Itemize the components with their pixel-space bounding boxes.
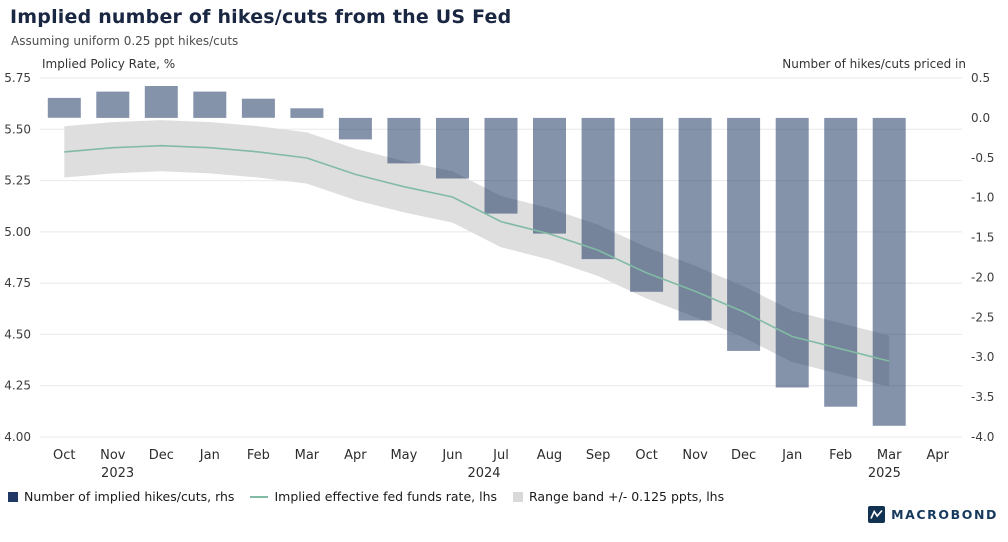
month-label: Mar: [877, 448, 902, 463]
legend-item-line: Implied effective fed funds rate, lhs: [250, 489, 497, 504]
hikes-cuts-bar: [96, 91, 130, 118]
left-tick-label: 5.00: [4, 225, 31, 239]
hikes-cuts-bar: [727, 117, 761, 351]
month-label: Dec: [731, 448, 756, 463]
hikes-cuts-bar: [484, 117, 518, 214]
right-tick-label: 0.5: [971, 71, 990, 85]
legend-swatch-bar: [8, 491, 18, 502]
hikes-cuts-bar: [47, 97, 81, 118]
month-label: Jan: [199, 448, 220, 463]
hikes-cuts-bar: [630, 117, 664, 292]
hikes-cuts-bar: [290, 108, 324, 118]
month-label: Apr: [926, 448, 949, 463]
left-tick-label: 4.50: [4, 327, 31, 341]
hikes-cuts-bar: [387, 117, 421, 164]
legend-label: Range band +/- 0.125 ppts, lhs: [529, 489, 725, 504]
month-label: Jul: [492, 448, 509, 463]
legend-label: Implied effective fed funds rate, lhs: [274, 489, 498, 504]
hikes-cuts-bar: [193, 91, 227, 118]
axis-titles-row: Implied Policy Rate, % Number of hikes/c…: [0, 57, 1008, 71]
left-tick-label: 5.50: [4, 122, 31, 136]
macrobond-logo-text: MACROBOND: [891, 507, 998, 522]
right-tick-label: -1.0: [971, 191, 994, 205]
right-tick-label: -1.5: [971, 231, 994, 245]
left-tick-label: 5.25: [4, 174, 31, 188]
month-label: Feb: [829, 448, 852, 463]
legend-swatch-band: [513, 491, 524, 502]
range-band: [64, 120, 890, 387]
left-tick-label: 4.75: [4, 276, 31, 290]
hikes-cuts-bar: [872, 117, 906, 426]
month-label: Feb: [247, 448, 270, 463]
month-label: Sep: [586, 448, 611, 463]
month-label: Jan: [781, 448, 802, 463]
left-tick-label: 4.25: [4, 379, 31, 393]
month-label: Nov: [100, 448, 126, 463]
month-label: Oct: [635, 448, 657, 463]
right-axis-title: Number of hikes/cuts priced in: [782, 57, 966, 71]
legend-item-band: Range band +/- 0.125 ppts, lhs: [513, 489, 724, 504]
legend-swatch-line: [250, 495, 269, 498]
year-label: 2025: [868, 466, 901, 481]
hikes-cuts-bar: [775, 117, 809, 388]
right-tick-label: -2.0: [971, 270, 994, 284]
chart-subtitle: Assuming uniform 0.25 ppt hikes/cuts: [11, 34, 239, 48]
left-axis-title: Implied Policy Rate, %: [42, 57, 176, 71]
year-label: 2024: [467, 466, 500, 481]
right-tick-label: 0.0: [971, 111, 990, 125]
month-label: Jun: [441, 448, 462, 463]
left-tick-label: 5.75: [4, 71, 31, 85]
hikes-cuts-bar: [338, 117, 372, 140]
chart-plot: 5.75 5.50 5.25 5.00 4.75 4.50 4.25 4.00 0.5 0.0 -0…: [4, 71, 994, 481]
legend-item-bar: Number of implied hikes/cuts, rhs: [8, 489, 234, 504]
legend: Number of implied hikes/cuts, rhs Implied…: [8, 489, 724, 504]
left-tick-label: 4.00: [4, 430, 31, 444]
legend-label: Number of implied hikes/cuts, rhs: [24, 489, 235, 504]
month-label: Mar: [295, 448, 320, 463]
month-label: May: [390, 448, 417, 463]
month-label: Oct: [53, 448, 75, 463]
macrobond-logo-icon: [868, 506, 886, 523]
hikes-cuts-bar: [436, 117, 469, 179]
hikes-cuts-bar: [581, 117, 615, 260]
hikes-cuts-bar: [678, 117, 712, 321]
month-label: Nov: [682, 448, 708, 463]
year-label: 2023: [101, 466, 134, 481]
right-tick-label: -3.5: [971, 390, 994, 404]
month-label: Apr: [344, 448, 367, 463]
right-tick-label: -2.5: [971, 310, 994, 324]
hikes-cuts-bar: [533, 117, 566, 234]
right-tick-label: -0.5: [971, 151, 994, 165]
chart-title: Implied number of hikes/cuts from the US…: [10, 6, 512, 28]
right-tick-label: -4.0: [971, 430, 994, 444]
right-tick-label: -3.0: [971, 350, 994, 364]
hikes-cuts-bar: [144, 86, 178, 118]
month-label: Dec: [149, 448, 174, 463]
macrobond-logo: MACROBOND: [868, 506, 998, 523]
hikes-cuts-bar: [824, 117, 858, 407]
hikes-cuts-bar: [241, 98, 275, 118]
month-label: Aug: [537, 448, 562, 463]
fed-funds-rate-line: [64, 144, 890, 362]
